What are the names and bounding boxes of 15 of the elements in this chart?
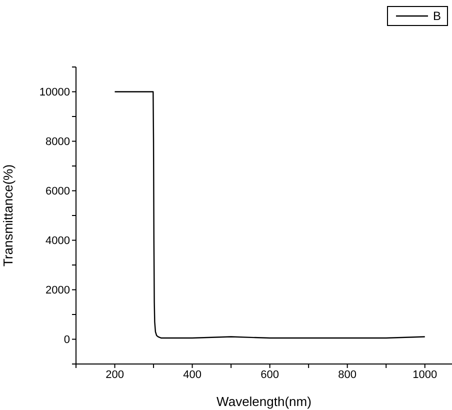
y-tick-label: 0	[64, 334, 70, 346]
x-tick-label: 1000	[412, 368, 438, 381]
y-tick-label: 4000	[46, 235, 70, 248]
y-axis-title: Transmittance(%)	[0, 164, 16, 267]
y-tick-label: 6000	[46, 186, 70, 198]
x-tick-label: 800	[338, 368, 357, 381]
x-tick-label: 400	[183, 368, 202, 381]
y-tick-label: 10000	[39, 86, 70, 99]
y-tick-label: 2000	[46, 284, 70, 297]
x-tick-label: 200	[106, 368, 124, 381]
legend-label: B	[432, 9, 441, 23]
line-series	[114, 91, 426, 339]
x-axis-title: Wavelength(nm)	[216, 394, 312, 409]
x-tick-label: 600	[260, 368, 279, 381]
y-tick-label: 8000	[46, 136, 70, 148]
